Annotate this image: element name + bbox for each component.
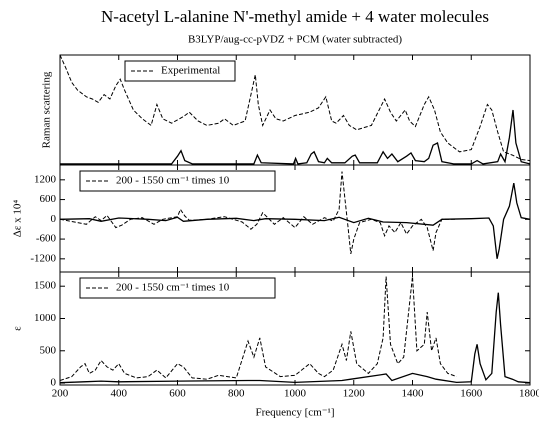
data-line (60, 276, 457, 381)
x-tick-label: 1800 (519, 388, 539, 400)
x-tick-label: 200 (52, 388, 69, 400)
y-tick-label: 500 (40, 344, 57, 356)
plot-area (60, 276, 530, 384)
y-axis-label: Δε x 10⁴ (12, 200, 24, 238)
plot-area (60, 55, 530, 165)
y-tick-label: 600 (40, 193, 57, 205)
legend-box (124, 60, 236, 82)
x-tick-label: 1000 (284, 388, 307, 400)
y-tick-label: -1200 (30, 252, 56, 264)
x-tick-label: 800 (228, 388, 245, 400)
data-line (60, 292, 530, 384)
y-axis-label: ε (12, 326, 24, 331)
data-line (60, 109, 530, 165)
y-tick-label: 1200 (34, 173, 57, 185)
x-axis-label: Frequency [cm⁻¹] (255, 407, 334, 419)
legend-label: 200 - 1550 cm⁻¹ times 10 (116, 282, 230, 294)
x-tick-label: 600 (169, 388, 186, 400)
plot-area (60, 171, 530, 259)
y-tick-label: -600 (36, 233, 57, 245)
legend-box (79, 170, 276, 192)
x-tick-label: 1200 (343, 388, 366, 400)
x-tick-label: 400 (111, 388, 128, 400)
x-tick-label: 1400 (402, 388, 425, 400)
y-tick-label: 1500 (34, 280, 57, 292)
chart-title: N-acetyl L-alanine N'-methyl amide + 4 w… (101, 7, 489, 26)
data-line (60, 55, 530, 162)
legend-label: Experimental (161, 65, 220, 77)
y-tick-label: 0 (51, 377, 57, 389)
y-tick-label: 1000 (34, 312, 57, 324)
x-tick-label: 1600 (460, 388, 483, 400)
y-axis-label: Raman scattering (41, 71, 53, 148)
y-tick-label: 0 (51, 213, 57, 225)
legend-label: 200 - 1550 cm⁻¹ times 10 (116, 175, 230, 187)
chart-subtitle: B3LYP/aug-cc-pVDZ + PCM (water subtracte… (188, 34, 402, 46)
data-line (60, 182, 530, 259)
legend-box (79, 277, 276, 299)
